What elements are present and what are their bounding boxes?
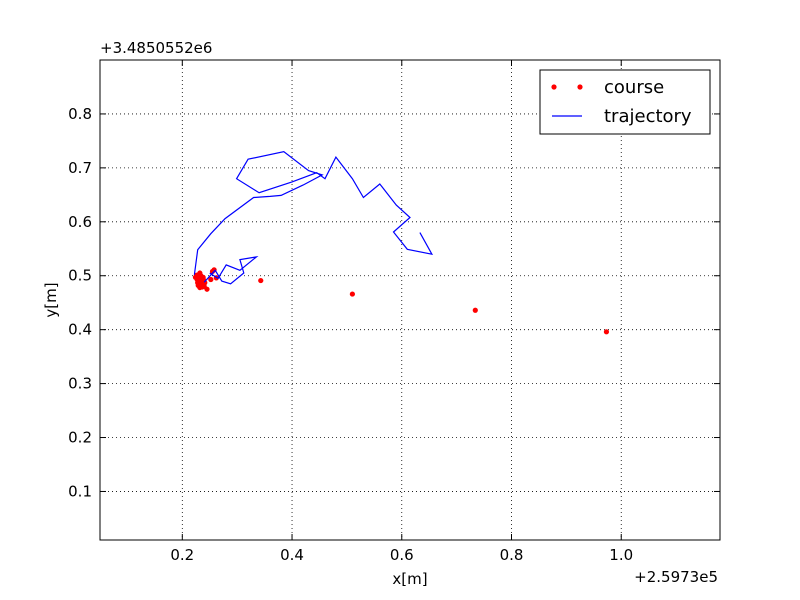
- y-tick-label: 0.3: [68, 375, 92, 393]
- y-tick-label: 0.8: [68, 105, 92, 123]
- y-tick-label: 0.5: [68, 267, 92, 285]
- series-line-trajectory: [193, 151, 434, 275]
- course-point: [200, 281, 206, 287]
- course-point: [258, 277, 264, 284]
- legend: course trajectory: [539, 69, 711, 135]
- y-tick-label: 0.6: [68, 213, 92, 231]
- legend-marker-course: [551, 84, 557, 90]
- x-tick-label: 0.4: [280, 546, 304, 564]
- axis-ticks: 0.2 0.4 0.6 0.8 1.0 0.1 0.2 0.3 0.4 0.5 0.6 0.7 0.8: [68, 60, 720, 564]
- course-point: [603, 329, 610, 335]
- course-point: [208, 276, 214, 283]
- course-point: [349, 291, 355, 297]
- series-layer: [192, 151, 610, 335]
- x-tick-label: 0.8: [500, 546, 524, 564]
- y-tick-label: 0.7: [68, 159, 92, 177]
- x-tick-label: 0.6: [390, 546, 414, 564]
- x-tick-label: 0.2: [170, 546, 194, 564]
- legend-label-trajectory: trajectory: [604, 106, 692, 127]
- course-point: [197, 270, 203, 276]
- x-tick-label: 1.0: [609, 546, 633, 564]
- y-axis-label: y[m]: [42, 282, 60, 317]
- y-tick-label: 0.4: [68, 321, 92, 339]
- legend-label-course: course: [604, 77, 664, 98]
- y-axis-offset-label: +3.4850552e6: [100, 39, 212, 57]
- legend-box: [539, 69, 711, 135]
- y-tick-label: 0.2: [68, 429, 92, 447]
- y-tick-label: 0.1: [68, 482, 92, 500]
- series-line-segment-2: [203, 255, 259, 285]
- course-point: [192, 274, 199, 280]
- legend-marker-course: [577, 84, 583, 90]
- x-axis-label: x[m]: [392, 570, 427, 588]
- x-axis-offset-label: +2.5973e5: [634, 568, 718, 586]
- plot-area-frame: [99, 59, 721, 541]
- course-point: [472, 307, 478, 313]
- grid: [100, 60, 720, 540]
